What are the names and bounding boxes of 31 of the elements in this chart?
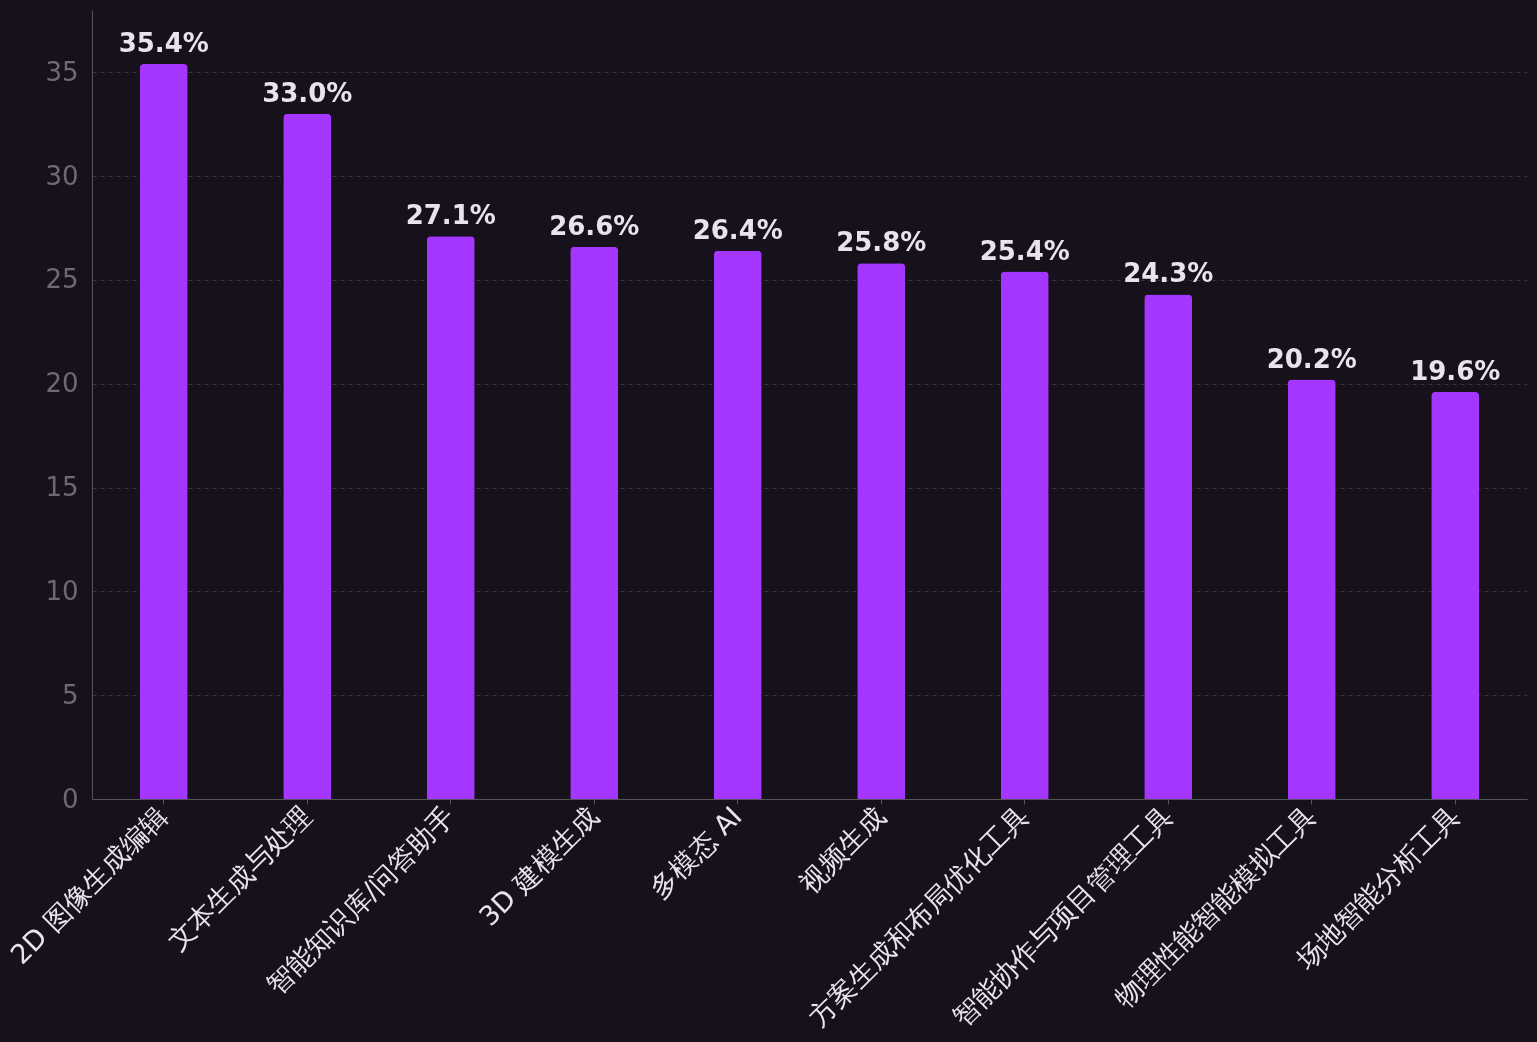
bar [139, 63, 188, 799]
bar [283, 113, 332, 799]
bar [1431, 392, 1480, 799]
data-label: 27.1% [405, 200, 496, 231]
y-tick-label: 0 [61, 783, 79, 814]
bar [1000, 271, 1049, 799]
data-label: 33.0% [262, 77, 353, 108]
bar [1144, 294, 1193, 799]
data-label: 26.6% [549, 210, 640, 241]
y-tick-label: 30 [45, 160, 79, 191]
x-tick-label: 多模态 AI [643, 800, 748, 905]
bar [570, 246, 619, 799]
data-label: 35.4% [118, 27, 209, 58]
data-label: 20.2% [1266, 343, 1357, 374]
y-tick-label: 20 [45, 368, 79, 399]
x-tick-label: 视频生成 [792, 800, 892, 899]
data-label: 25.4% [979, 235, 1070, 266]
data-label: 24.3% [1123, 258, 1214, 289]
bar [1287, 379, 1336, 799]
bar [857, 263, 906, 799]
y-tick-label: 15 [45, 472, 79, 503]
bar [426, 236, 475, 799]
bar [713, 250, 762, 799]
y-tick-label: 5 [61, 679, 79, 710]
y-tick-label: 10 [45, 575, 79, 606]
x-tick-label: 3D 建模生成 [472, 800, 605, 932]
data-label: 26.4% [692, 214, 783, 245]
y-tick-label: 35 [45, 56, 79, 87]
y-tick-label: 25 [45, 264, 79, 295]
data-label: 19.6% [1410, 356, 1501, 387]
data-label: 25.8% [836, 227, 927, 258]
